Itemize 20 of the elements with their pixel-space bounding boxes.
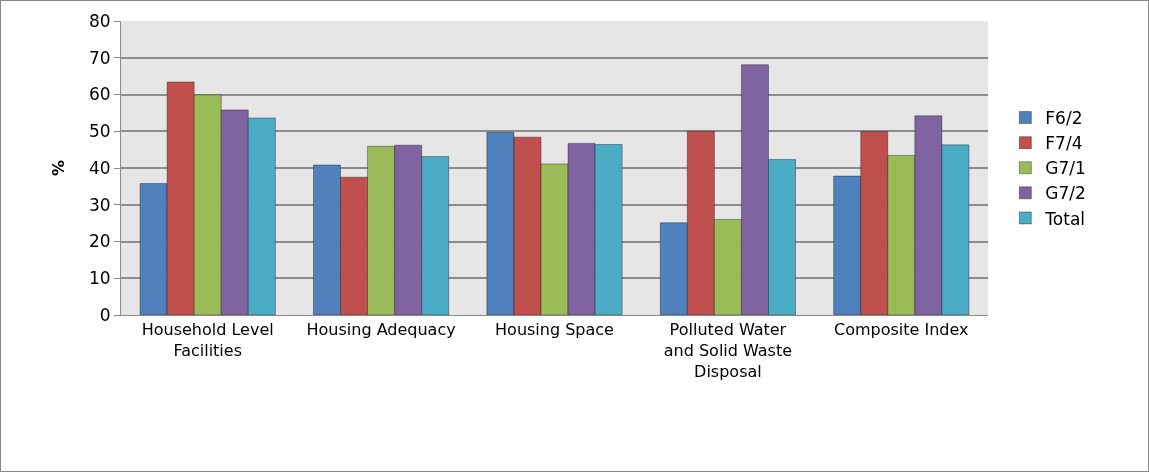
x-tick-label: Composite Index [834, 320, 969, 340]
x-tick-label: Housing Space [495, 320, 614, 340]
y-tick-label: 20 [88, 231, 111, 252]
y-tick-label: 70 [88, 47, 111, 68]
legend-label: F6/2 [1045, 108, 1083, 129]
legend-label: F7/4 [1045, 133, 1083, 154]
y-tick-label: 0 [99, 304, 111, 325]
y-tick-label: 30 [88, 194, 111, 215]
x-tick-label: Household Level Facilities [141, 320, 274, 360]
x-tick-label: Housing Adequacy [306, 320, 456, 340]
legend-label: Total [1044, 208, 1086, 229]
y-tick-label: 80 [88, 10, 111, 31]
y-tick-label: 40 [88, 157, 111, 178]
y-axis-title: % [48, 159, 68, 177]
x-tick-label: Polluted Water and Solid Waste Disposal [663, 320, 793, 381]
legend-label: G7/1 [1045, 158, 1086, 179]
y-tick-label: 60 [88, 84, 111, 105]
y-tick-label: 10 [88, 268, 111, 289]
y-tick-label: 50 [88, 121, 111, 142]
legend-label: G7/2 [1045, 183, 1086, 204]
